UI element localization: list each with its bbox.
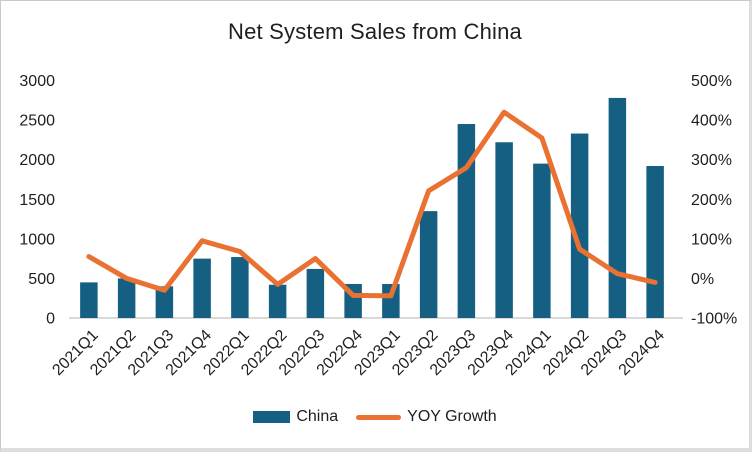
right-axis-tick: 500% — [691, 73, 732, 90]
bar-2024Q2 — [570, 133, 589, 318]
left-axis-tick: 0 — [46, 311, 55, 328]
left-axis-tick: 1000 — [19, 231, 55, 248]
bar-2023Q1 — [382, 283, 400, 318]
legend-item-china: China — [253, 408, 338, 426]
chart-legend: China YOY Growth — [1, 408, 749, 426]
bar-2024Q4 — [646, 166, 664, 318]
legend-item-yoy-growth: YOY Growth — [356, 408, 497, 426]
bar-2024Q1 — [533, 163, 551, 318]
legend-label-yoy-growth: YOY Growth — [407, 408, 497, 425]
right-axis-tick: -100% — [691, 311, 737, 328]
bar-2022Q2 — [268, 284, 287, 318]
right-axis-tick: 400% — [691, 113, 732, 130]
left-axis-tick: 2000 — [19, 152, 55, 169]
yoy-growth-line — [86, 109, 658, 299]
bar-2023Q3 — [457, 124, 476, 319]
bar-2021Q2 — [117, 278, 136, 318]
bar-2021Q1 — [80, 282, 98, 318]
right-axis-tick: 200% — [691, 192, 732, 209]
bar-2021Q4 — [193, 258, 211, 318]
china-bar-swatch-icon — [253, 411, 291, 423]
right-axis-tick: 0% — [691, 271, 714, 288]
left-axis-tick: 2500 — [19, 113, 55, 130]
bar-2022Q1 — [231, 257, 249, 318]
bar-2022Q3 — [306, 268, 325, 318]
bar-2023Q4 — [495, 142, 513, 318]
left-axis-tick: 500 — [28, 271, 55, 288]
right-axis-tick: 300% — [691, 152, 732, 169]
yoy-growth-line-swatch-icon — [356, 414, 402, 420]
legend-label-china: China — [296, 408, 339, 425]
chart-title: Net System Sales from China — [228, 19, 522, 44]
bar-2021Q3 — [155, 286, 174, 318]
left-axis-tick: 3000 — [19, 73, 55, 90]
bar-2023Q2 — [419, 211, 438, 318]
bar-2024Q3 — [608, 97, 627, 319]
right-axis-tick: 100% — [691, 231, 732, 248]
left-axis-tick: 1500 — [19, 192, 55, 209]
